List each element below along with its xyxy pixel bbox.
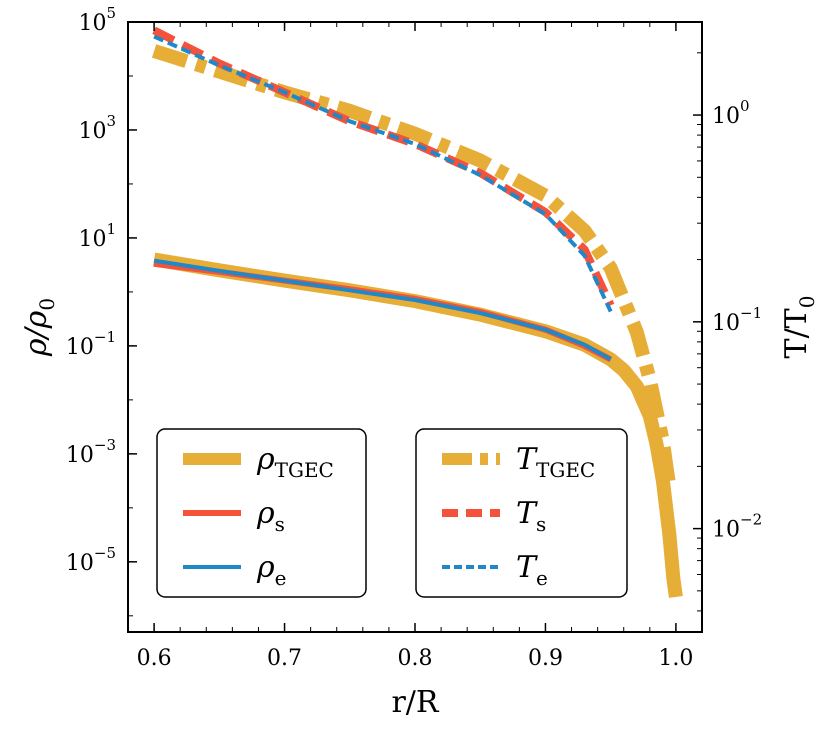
y-right-tick-label: 10−2 — [712, 511, 762, 543]
legend-label-t-e: Te — [516, 550, 548, 590]
legend-label-main: T — [516, 550, 538, 585]
y-right-axis-title: T/T0 — [779, 296, 819, 359]
y-left-tick-label: 105 — [78, 4, 116, 36]
series-line-rho-e — [153, 258, 612, 362]
legend-label-rho-s: ρs — [256, 496, 285, 536]
y-left-tick-base: 10 — [78, 11, 106, 36]
y-right-tick-base: 10 — [712, 104, 740, 129]
y-left-tick-exp: −1 — [94, 328, 116, 346]
legend-frame — [156, 428, 367, 598]
legend-label-rho-e: ρe — [256, 550, 286, 590]
plot-area — [151, 26, 683, 598]
legend-label-sub: s — [275, 512, 285, 536]
legend-label-main: ρ — [256, 496, 275, 531]
legend-label-sub: e — [536, 566, 548, 590]
legend-label-main: T — [516, 442, 538, 477]
x-tick-label: 0.6 — [137, 646, 172, 671]
y-right-tick-exp: −2 — [740, 511, 762, 529]
y-left-tick-exp: −5 — [94, 544, 116, 562]
y-left-tick-base: 10 — [66, 335, 94, 360]
y-right-tick-base: 10 — [712, 518, 740, 543]
y-left-tick-label: 10−5 — [66, 544, 116, 576]
y-left-tick-base: 10 — [78, 119, 106, 144]
legend-label-main: T — [516, 496, 538, 531]
legend-label-rho-tgec: ρTGEC — [256, 442, 334, 482]
legend-label-t-s: Ts — [516, 496, 546, 536]
y-right-tick-label: 100 — [712, 97, 750, 129]
y-left-tick-exp: −3 — [94, 436, 116, 454]
y-left-tick-exp: 3 — [106, 112, 116, 130]
y-right-tick-exp: −1 — [740, 304, 762, 322]
y-left-tick-label: 10−1 — [66, 328, 116, 360]
y-left-tick-base: 10 — [66, 443, 94, 468]
legend-frame — [415, 428, 628, 598]
x-tick-label: 0.7 — [267, 646, 302, 671]
y-right-tick-base: 10 — [712, 311, 740, 336]
y-left-tick-exp: 5 — [106, 4, 116, 22]
legend-label-t-tgec: TTGEC — [516, 442, 595, 482]
legend-label-sub: TGEC — [536, 458, 595, 482]
x-axis-title: r/R — [391, 685, 439, 720]
legend-label-sub: e — [275, 566, 287, 590]
x-tick-label: 1.0 — [658, 646, 693, 671]
y-right-axis-title-main: T/T — [779, 308, 814, 358]
y-left-tick-label: 103 — [78, 112, 116, 144]
legend-label-sub: TGEC — [275, 458, 334, 482]
y-left-axis-title-sub: 0 — [35, 298, 59, 311]
y-left-tick-exp: 1 — [106, 220, 116, 238]
y-right-tick-exp: 0 — [740, 97, 750, 115]
y-right-tick-label: 10−1 — [712, 304, 762, 336]
series-line-rho-s — [153, 260, 613, 363]
legend-label-sub: s — [536, 512, 546, 536]
legend-label-main: ρ — [256, 550, 275, 585]
y-left-axis-title: ρ/ρ0 — [19, 298, 59, 357]
y-left-tick-label: 10−3 — [66, 436, 116, 468]
y-left-tick-base: 10 — [78, 227, 106, 252]
y-left-axis-title-main: ρ/ρ — [19, 310, 54, 357]
x-tick-label: 0.9 — [528, 646, 563, 671]
y-right-axis-title-sub: 0 — [795, 296, 819, 309]
legend-label-main: ρ — [256, 442, 275, 477]
y-left-tick-base: 10 — [66, 551, 94, 576]
series-line-t-e — [153, 34, 613, 313]
y-left-tick-label: 101 — [78, 220, 116, 252]
x-tick-label: 0.8 — [398, 646, 433, 671]
